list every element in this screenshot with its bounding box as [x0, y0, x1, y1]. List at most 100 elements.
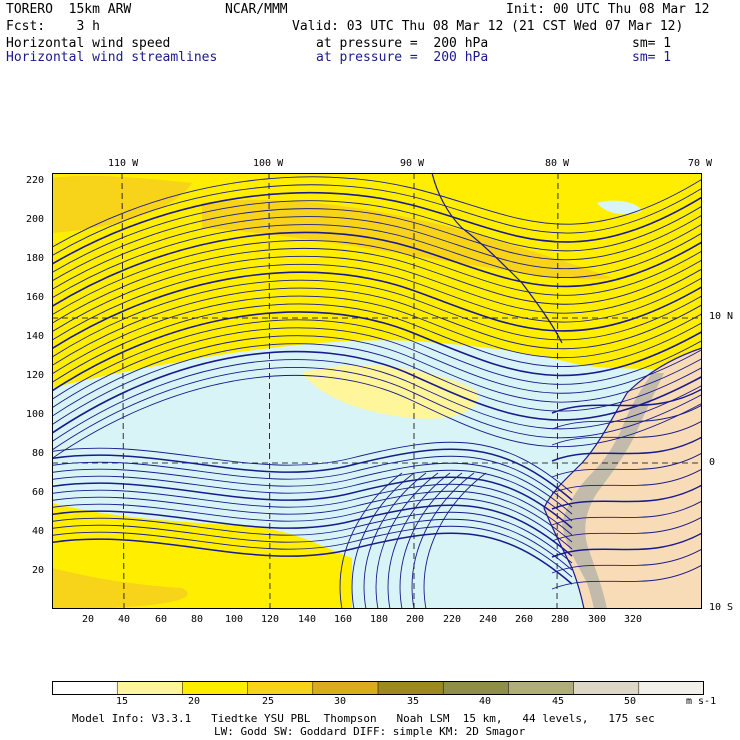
x-label-320: 320	[624, 614, 643, 625]
streamline	[351, 472, 415, 609]
streamline	[551, 564, 702, 590]
streamline	[551, 420, 702, 446]
y-label-180: 180	[26, 253, 45, 264]
map-frame	[52, 173, 702, 609]
colorbar-cell	[442, 681, 510, 695]
streamline	[411, 472, 475, 609]
field1-name: Horizontal wind speed	[6, 36, 171, 51]
strong-wind-patch-2	[202, 199, 612, 280]
lon-label-100w: 100 W	[253, 158, 284, 169]
streamline	[551, 452, 702, 478]
streamline	[551, 436, 702, 462]
streamline	[551, 500, 702, 526]
colorbar-cell	[573, 681, 640, 695]
streamline	[339, 472, 403, 609]
lat-label-10s: 10 S	[709, 602, 734, 613]
wind-map	[52, 173, 702, 609]
streamline	[363, 472, 427, 609]
model-title: TORERO 15km ARW	[6, 2, 132, 17]
streamline	[551, 516, 702, 542]
streamline	[52, 271, 702, 350]
jet-band-central	[302, 365, 479, 419]
colorbar-label-30: 30	[334, 696, 347, 707]
y-label-140: 140	[26, 331, 45, 342]
streamline	[52, 311, 702, 392]
wind-streamlines	[52, 176, 702, 609]
streamline	[52, 469, 573, 522]
center-name: NCAR/MMM	[225, 2, 288, 17]
lon-label-110w: 110 W	[108, 158, 139, 169]
coastline	[431, 173, 702, 609]
streamline	[551, 532, 702, 558]
streamline	[52, 240, 702, 316]
streamline	[52, 200, 702, 274]
lat-label-equator: 0	[709, 457, 716, 468]
x-label-120: 120	[261, 614, 280, 625]
streamline	[52, 184, 702, 257]
streamline	[52, 374, 702, 460]
streamline	[52, 476, 573, 529]
x-label-140: 140	[298, 614, 317, 625]
x-label-220: 220	[443, 614, 462, 625]
y-label-220: 220	[26, 175, 45, 186]
streamline	[52, 176, 702, 248]
streamline	[52, 208, 702, 282]
streamline	[52, 327, 702, 409]
y-label-100: 100	[26, 409, 45, 420]
streamline	[551, 468, 702, 494]
colorbar-cell	[638, 681, 704, 695]
y-label-200: 200	[26, 214, 45, 225]
colorbar-label-25: 25	[262, 696, 275, 707]
streamline	[52, 287, 702, 367]
field2-name: Horizontal wind streamlines	[6, 50, 218, 65]
x-label-40: 40	[118, 614, 131, 625]
streamline	[387, 472, 451, 609]
colorbar-cell	[182, 681, 249, 695]
streamline	[375, 472, 439, 609]
calm-pocket-north	[597, 200, 642, 215]
streamline	[52, 216, 702, 291]
streamline	[551, 548, 702, 574]
streamline	[52, 448, 573, 501]
streamline	[52, 279, 702, 358]
streamline	[52, 497, 573, 550]
streamline	[52, 367, 702, 451]
streamline	[551, 404, 702, 430]
colorbar-label-40: 40	[479, 696, 492, 707]
streamline	[52, 343, 702, 426]
x-label-100: 100	[225, 614, 244, 625]
streamline	[52, 319, 702, 400]
x-label-20: 20	[82, 614, 95, 625]
streamline	[52, 518, 573, 571]
streamline	[52, 191, 702, 266]
colorbar-label-35: 35	[407, 696, 420, 707]
colorbar-cell	[377, 681, 444, 695]
lat-label-10n: 10 N	[709, 311, 734, 322]
x-label-60: 60	[155, 614, 168, 625]
colorbar-cell	[312, 681, 379, 695]
lon-label-90w: 90 W	[400, 158, 425, 169]
streamline	[52, 441, 573, 494]
x-label-300: 300	[588, 614, 607, 625]
streamline	[52, 532, 573, 585]
streamline	[52, 350, 702, 435]
streamline	[52, 335, 702, 417]
y-label-60: 60	[32, 487, 45, 498]
colorbar-label-20: 20	[188, 696, 201, 707]
streamline	[52, 490, 573, 543]
y-label-160: 160	[26, 292, 45, 303]
field2-level: at pressure = 200 hPa	[316, 50, 489, 65]
field1-smoothing: sm= 1	[632, 36, 672, 51]
x-label-200: 200	[406, 614, 425, 625]
streamline	[52, 462, 573, 515]
colorbar-cell	[508, 681, 575, 695]
model-info-line2: LW: Godd SW: Goddard DIFF: simple KM: 2D…	[214, 725, 526, 738]
colorbar-label-45: 45	[552, 696, 565, 707]
streamline	[52, 263, 702, 341]
x-label-240: 240	[479, 614, 498, 625]
streamline	[52, 359, 702, 443]
jet-band-south	[52, 503, 352, 609]
lon-label-80w: 80 W	[545, 158, 570, 169]
streamline	[52, 511, 573, 564]
streamline	[52, 224, 702, 299]
